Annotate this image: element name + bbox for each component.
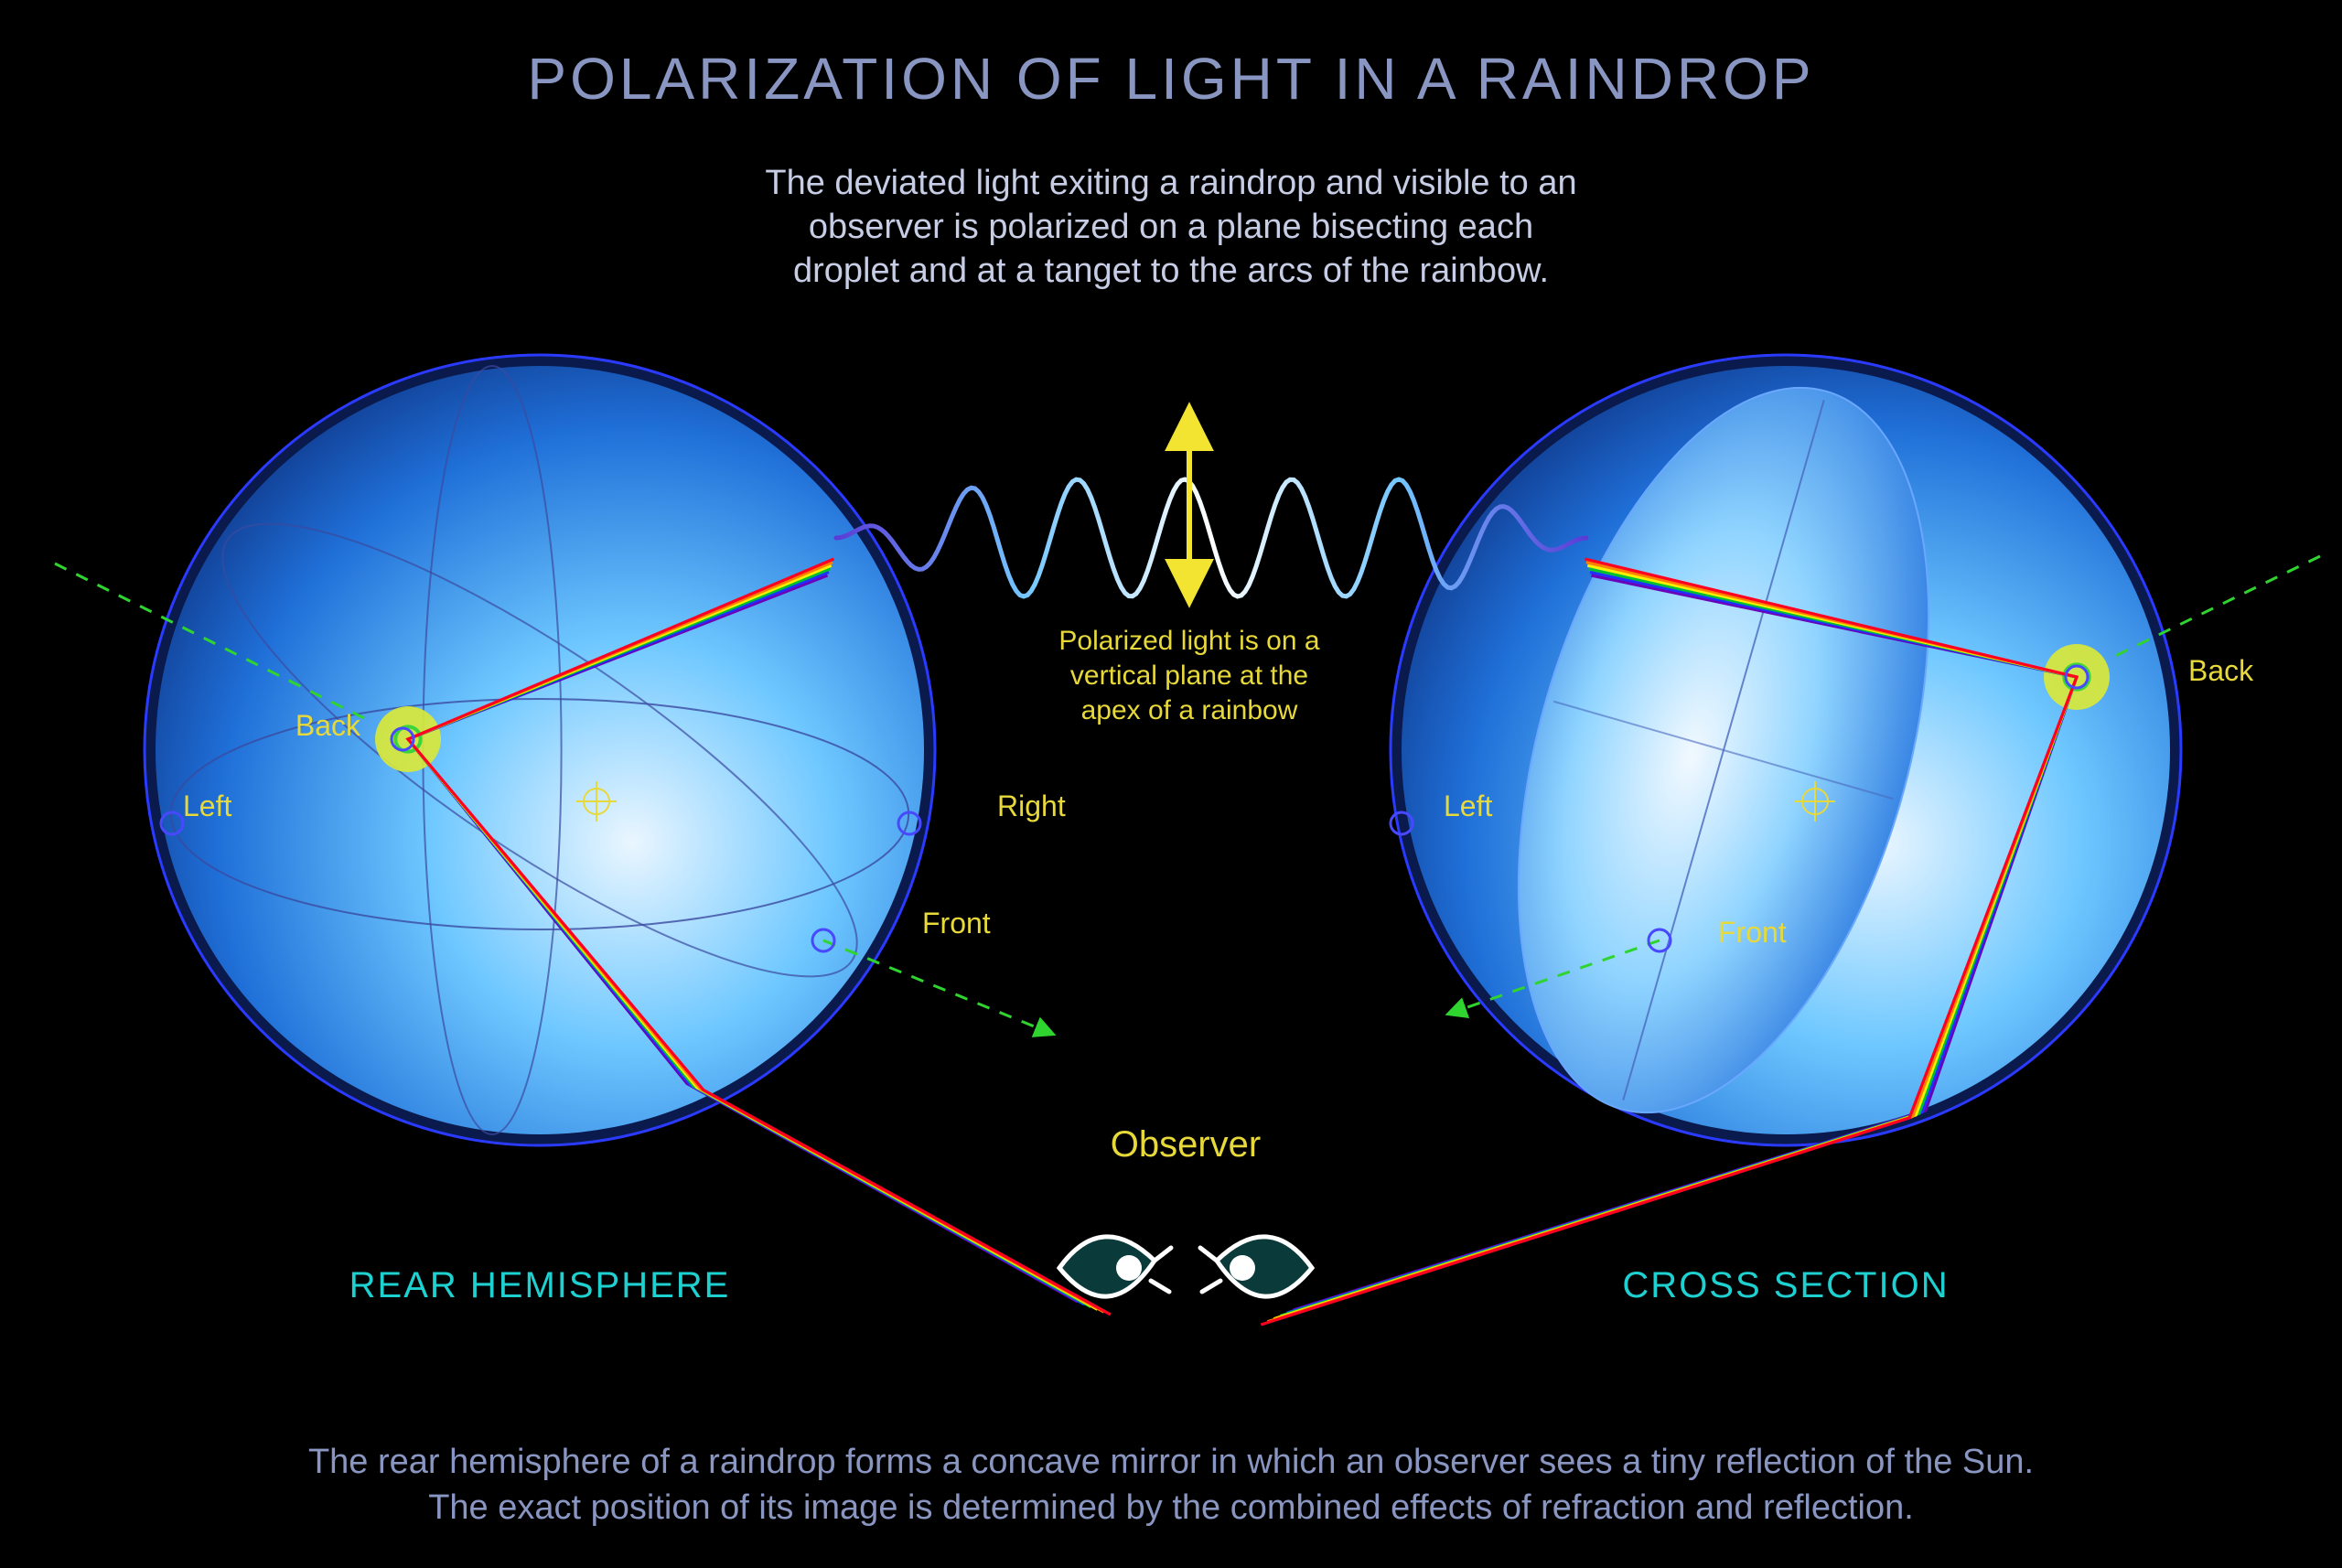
subtitle-line-0: The deviated light exiting a raindrop an…: [765, 164, 1576, 202]
right-sphere-label-front: Front: [1718, 916, 1787, 949]
footer-line-1: The exact position of its image is deter…: [428, 1488, 1914, 1527]
polar-caption-1: vertical plane at the: [1070, 660, 1308, 691]
left-sphere-label-left: Left: [183, 789, 231, 822]
right-sphere-label-back: Back: [2188, 654, 2254, 687]
left-sphere-label-front: Front: [922, 907, 991, 940]
subtitle-line-2: droplet and at a tanget to the arcs of t…: [793, 252, 1549, 290]
footer-line-0: The rear hemisphere of a raindrop forms …: [308, 1443, 2034, 1481]
polar-caption-0: Polarized light is on a: [1058, 626, 1319, 656]
rear-hemisphere: [145, 355, 935, 1145]
left-sphere-label-back: Back: [295, 709, 361, 742]
left-sphere-label-right: Right: [997, 789, 1066, 822]
subtitle-line-1: observer is polarized on a plane bisecti…: [809, 208, 1533, 246]
right-sphere-label-left: Left: [1444, 789, 1492, 822]
rear-hemisphere-caption: REAR HEMISPHERE: [349, 1265, 731, 1305]
cross-section-caption: CROSS SECTION: [1622, 1265, 1949, 1305]
observer-label: Observer: [1111, 1124, 1262, 1165]
title: POLARIZATION OF LIGHT IN A RAINDROP: [527, 46, 1814, 112]
diagram-root: POLARIZATION OF LIGHT IN A RAINDROP The d…: [0, 0, 2342, 1568]
polar-caption-2: apex of a rainbow: [1081, 695, 1298, 725]
